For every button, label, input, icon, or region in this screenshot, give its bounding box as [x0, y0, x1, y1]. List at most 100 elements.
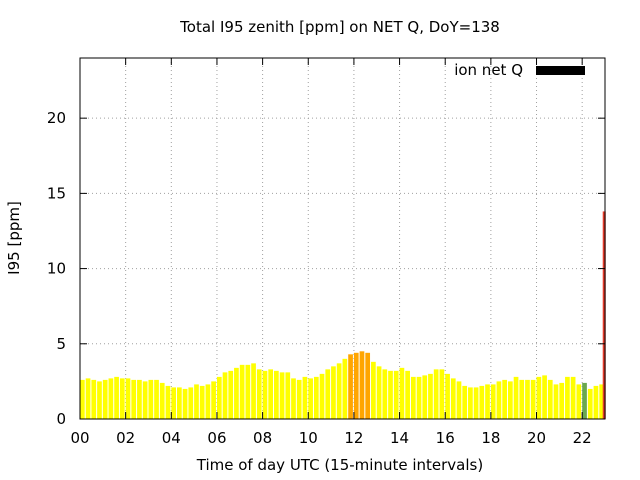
bar — [177, 387, 182, 419]
x-tick-label: 12 — [344, 429, 363, 447]
bar — [119, 378, 125, 419]
bar — [382, 369, 388, 419]
bar — [131, 379, 137, 419]
bar — [159, 382, 165, 419]
bar — [365, 352, 371, 419]
bar — [342, 358, 348, 419]
bar — [502, 379, 507, 419]
bar — [445, 373, 450, 419]
x-tick-label: 00 — [70, 429, 89, 447]
bar — [376, 366, 382, 419]
bar — [216, 376, 222, 419]
bar — [188, 387, 194, 419]
bar — [525, 379, 530, 419]
bar — [593, 385, 599, 419]
bar — [222, 372, 228, 419]
x-tick-label: 20 — [527, 429, 546, 447]
y-tick-label: 15 — [47, 184, 66, 202]
bar — [302, 376, 308, 419]
legend-swatch — [536, 66, 585, 75]
bar — [296, 379, 302, 419]
bar-last — [602, 211, 606, 419]
bar — [519, 379, 525, 419]
bars — [80, 211, 606, 419]
bar — [171, 387, 177, 419]
bar — [428, 373, 433, 419]
bar — [353, 352, 359, 419]
legend-label: ion net Q — [454, 61, 523, 79]
bar — [559, 382, 565, 419]
bar — [576, 384, 582, 419]
bar — [285, 372, 291, 419]
y-axis-label: I95 [ppm] — [5, 201, 23, 275]
bar — [114, 376, 119, 419]
y-tick-label: 10 — [47, 260, 66, 278]
x-tick-label: 08 — [253, 429, 272, 447]
bar — [553, 384, 559, 419]
x-tick-label: 06 — [207, 429, 226, 447]
bar — [154, 379, 159, 419]
bar — [399, 367, 405, 419]
bar — [291, 378, 296, 419]
bar — [570, 376, 576, 419]
bar — [473, 387, 479, 419]
bar — [490, 384, 496, 419]
bar — [137, 379, 142, 419]
x-tick-label: 02 — [116, 429, 135, 447]
bar — [582, 382, 587, 419]
bar — [239, 364, 245, 419]
bar — [205, 384, 211, 419]
bar — [422, 375, 428, 419]
bar — [410, 376, 416, 419]
bar — [331, 366, 336, 419]
bar — [274, 370, 279, 419]
bar — [468, 387, 473, 419]
bar — [433, 369, 439, 419]
bar — [279, 372, 285, 419]
bar — [319, 373, 325, 419]
bar — [348, 354, 353, 419]
plot-border — [79, 57, 606, 420]
bar — [439, 369, 445, 419]
bar — [462, 385, 468, 419]
bar — [313, 376, 319, 419]
bar — [228, 370, 234, 419]
y-tick-label: 20 — [47, 109, 66, 127]
bar — [245, 364, 251, 419]
x-tick-label: 10 — [299, 429, 318, 447]
legend: ion net Q — [454, 61, 585, 79]
bar — [211, 381, 216, 419]
bar — [388, 370, 393, 419]
bar — [125, 378, 131, 419]
tick-labels: 0 5 10 15 20 00 02 04 06 08 10 12 14 16 18 20 22 — [47, 109, 592, 447]
bar — [262, 370, 268, 419]
bar — [507, 381, 513, 419]
bar — [587, 388, 593, 419]
bar — [142, 381, 148, 419]
bar — [496, 381, 502, 419]
bar — [530, 379, 536, 419]
bar — [194, 384, 199, 419]
x-tick-label: 22 — [573, 429, 592, 447]
bar — [268, 369, 274, 419]
bar — [251, 363, 256, 419]
bar — [234, 367, 239, 419]
bar — [536, 376, 542, 419]
bar — [165, 385, 171, 419]
bar — [405, 370, 410, 419]
x-tick-label: 04 — [162, 429, 181, 447]
bar — [199, 385, 205, 419]
bar — [148, 379, 154, 419]
y-tick-label: 5 — [56, 335, 66, 353]
bar — [479, 385, 485, 419]
bar — [308, 378, 313, 419]
bar — [91, 379, 97, 419]
bar — [85, 378, 91, 419]
y-tick-label: 0 — [56, 410, 66, 428]
bar — [565, 376, 570, 419]
x-tick-label: 16 — [436, 429, 455, 447]
grid-lines — [80, 58, 605, 419]
x-tick-label: 14 — [390, 429, 409, 447]
bar — [513, 376, 519, 419]
